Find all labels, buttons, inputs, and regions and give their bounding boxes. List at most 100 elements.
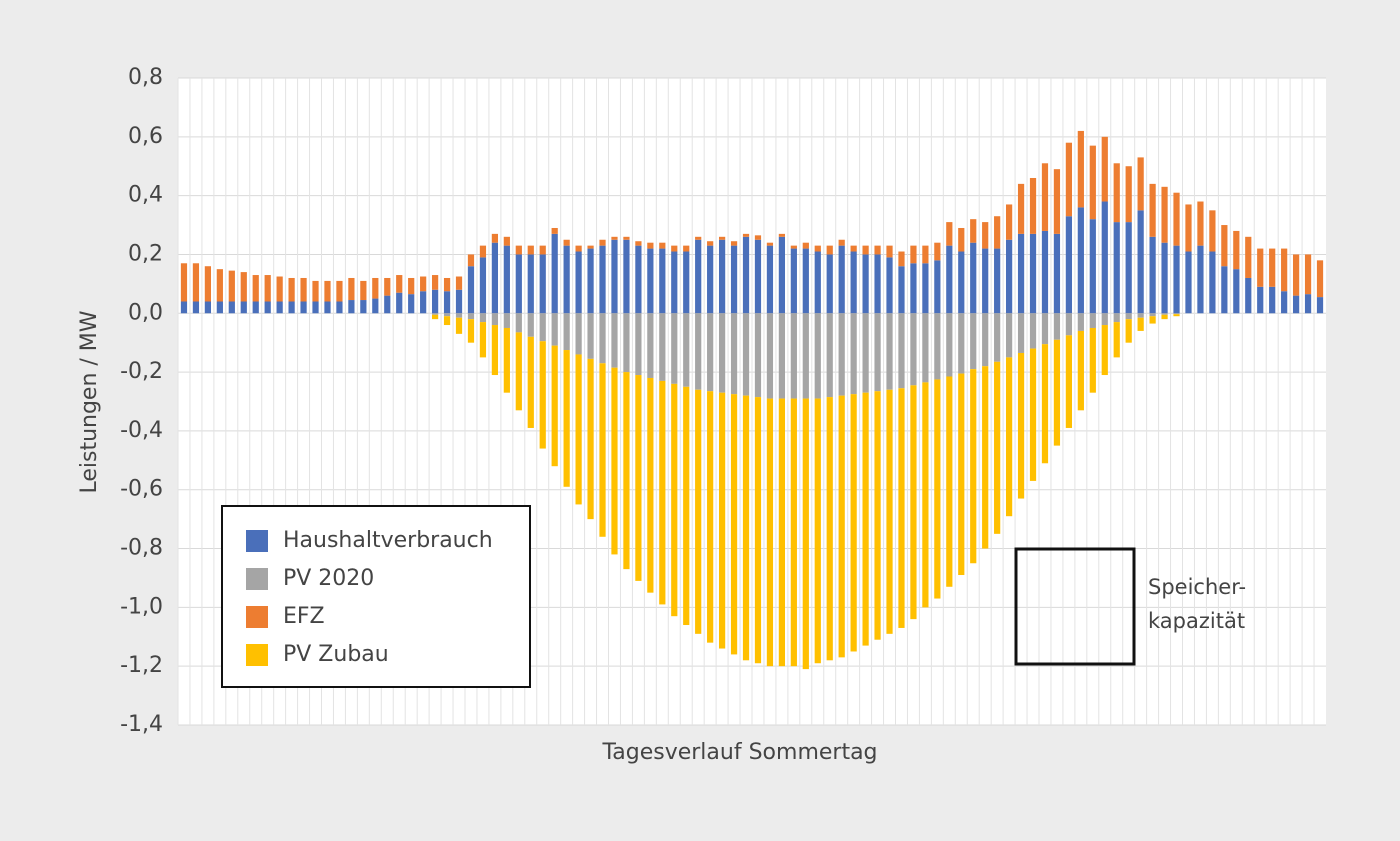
bar-segment: [934, 379, 941, 599]
bar-segment: [455, 289, 463, 314]
bar-segment: [312, 280, 319, 302]
bar-segment: [718, 239, 726, 314]
bar-segment: [1101, 325, 1108, 376]
bar-segment: [1137, 313, 1144, 318]
bar-segment: [826, 313, 833, 398]
bar-segment: [1257, 248, 1264, 287]
bar-segment: [623, 313, 630, 373]
bar-segment: [1161, 186, 1168, 243]
bar-segment: [1017, 352, 1025, 499]
bar-segment: [324, 301, 331, 314]
bar-segment: [1149, 316, 1156, 324]
bar-segment: [467, 254, 475, 267]
bar-segment: [300, 277, 307, 302]
legend-label: EFZ: [283, 604, 325, 629]
bar-segment: [372, 298, 379, 314]
bar-segment: [862, 392, 869, 646]
bar-segment: [252, 301, 259, 314]
bar-segment: [826, 245, 833, 255]
bar-segment: [850, 245, 857, 252]
bar-segment: [766, 313, 774, 399]
bar-segment: [1257, 286, 1264, 314]
bar-segment: [790, 398, 797, 667]
bar-segment: [1161, 313, 1168, 315]
bar-segment: [1101, 313, 1108, 326]
bar-segment: [958, 313, 965, 374]
bar-segment: [491, 233, 499, 243]
bar-segment: [695, 239, 702, 314]
bar-segment: [1089, 313, 1096, 328]
y-tick-label: -0,6: [120, 477, 163, 502]
bar-segment: [1065, 313, 1073, 336]
bar-segment: [467, 319, 475, 343]
bar-segment: [730, 313, 738, 395]
legend-box: [221, 505, 531, 688]
bar-segment: [802, 313, 809, 399]
bar-segment: [479, 313, 487, 323]
y-tick-label: -1,4: [120, 712, 163, 737]
bar-segment: [934, 242, 941, 261]
y-tick-label: 0,4: [128, 183, 163, 208]
bar-segment: [1316, 297, 1324, 314]
bar-segment: [994, 248, 1001, 314]
bar-segment: [396, 275, 403, 293]
bar-segment: [623, 372, 630, 570]
bar-segment: [958, 227, 965, 252]
bar-segment: [503, 313, 510, 328]
bar-segment: [1209, 210, 1216, 252]
bar-segment: [240, 301, 247, 314]
bar-segment: [766, 242, 774, 246]
bar-segment: [898, 313, 905, 389]
bar-segment: [802, 248, 809, 314]
y-tick-label: 0,0: [128, 300, 163, 325]
bar-segment: [671, 383, 678, 617]
bar-segment: [575, 354, 582, 505]
bar-segment: [778, 233, 786, 237]
bar-segment: [1185, 251, 1192, 314]
bar-segment: [1005, 204, 1013, 240]
bar-segment: [288, 277, 295, 302]
bar-segment: [1269, 248, 1276, 287]
annotation: Speicher-: [1148, 575, 1246, 599]
bar-segment: [408, 294, 415, 314]
bar-segment: [479, 245, 487, 258]
bar-segment: [515, 313, 522, 333]
bar-segment: [790, 245, 797, 249]
bar-segment: [970, 242, 977, 314]
bar-segment: [994, 216, 1001, 249]
y-tick-label: 0,6: [128, 124, 163, 149]
bar-segment: [886, 313, 893, 390]
bar-segment: [515, 332, 522, 411]
bar-segment: [850, 251, 857, 314]
bar-segment: [754, 313, 762, 398]
bar-segment: [204, 301, 212, 314]
bar-segment: [360, 300, 367, 314]
bar-segment: [396, 292, 403, 314]
bar-segment: [479, 257, 487, 314]
bar-segment: [695, 389, 702, 634]
bar-segment: [766, 245, 774, 314]
bar-segment: [1125, 166, 1132, 223]
bar-segment: [970, 219, 977, 243]
bar-segment: [647, 242, 654, 249]
bar-segment: [467, 313, 475, 320]
legend-label: PV Zubau: [283, 642, 389, 667]
bar-segment: [1053, 313, 1061, 340]
bar-segment: [431, 275, 439, 290]
bar-segment: [431, 313, 439, 315]
bar-segment: [539, 254, 546, 314]
bar-segment: [910, 263, 917, 314]
bar-segment: [1304, 294, 1312, 314]
bar-segment: [1269, 286, 1276, 314]
bar-segment: [455, 276, 463, 290]
bar-segment: [1101, 201, 1108, 314]
bar-segment: [683, 313, 690, 387]
bar-segment: [671, 313, 678, 384]
bar-segment: [982, 366, 989, 549]
bar-segment: [420, 276, 427, 292]
bar-segment: [1125, 319, 1132, 343]
y-tick-label: -1,0: [120, 594, 163, 619]
bar-segment: [539, 313, 546, 342]
bar-segment: [420, 291, 427, 314]
bar-segment: [192, 301, 200, 314]
